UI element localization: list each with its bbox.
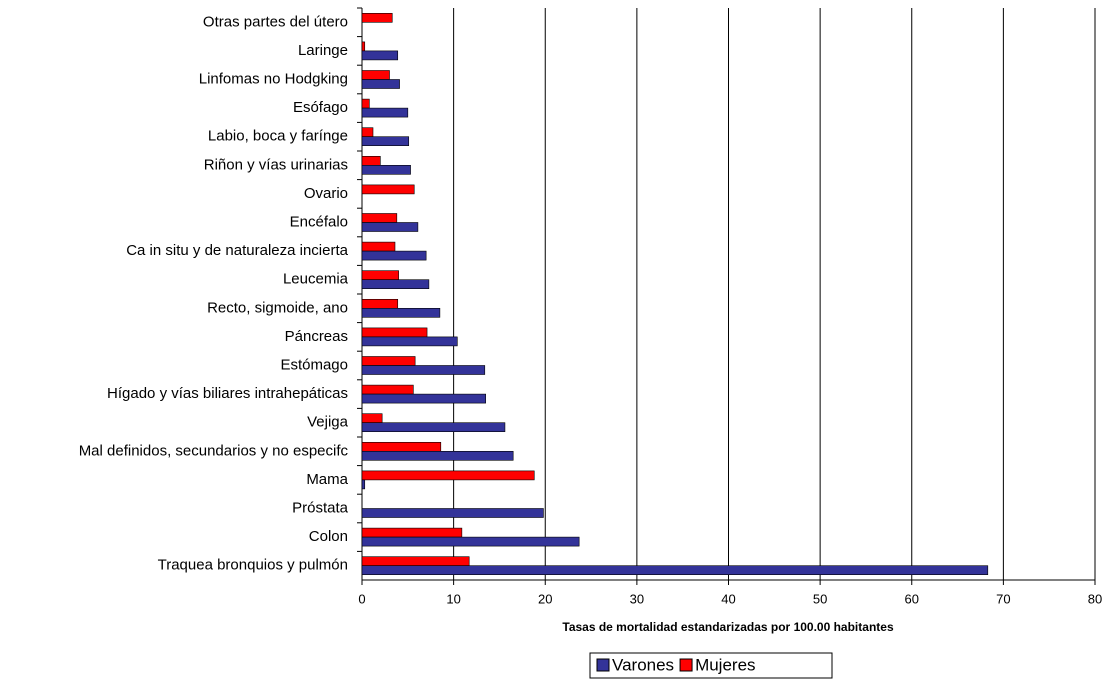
bar	[361, 508, 544, 518]
x-tick-label: 40	[721, 591, 735, 606]
bar	[361, 441, 442, 452]
bar	[361, 13, 393, 23]
x-axis-title: Tasas de mortalidad estandarizadas por 1…	[562, 620, 894, 634]
bar	[361, 41, 366, 52]
bar	[361, 107, 409, 118]
y-tick-label: Traquea bronquios y pulmón	[158, 557, 348, 574]
bar	[361, 470, 535, 481]
x-tick-label: 0	[358, 591, 365, 606]
bar	[361, 127, 374, 137]
y-tick-label: Colon	[309, 528, 348, 545]
bar	[361, 50, 399, 61]
y-tick-label: Próstata	[292, 499, 349, 516]
bar	[361, 307, 441, 318]
y-tick-label: Ca in situ y de naturaleza incierta	[126, 242, 348, 259]
x-tick-label: 50	[813, 591, 827, 606]
x-tick-label: 30	[630, 591, 644, 606]
legend-label: Varones	[612, 655, 674, 674]
y-tick-label: Mal definidos, secundarios y no especifc	[79, 442, 349, 459]
y-tick-label: Otras partes del útero	[203, 13, 348, 30]
bar	[361, 270, 399, 281]
bar	[361, 156, 381, 166]
x-tick-label: 20	[538, 591, 552, 606]
bar	[361, 279, 430, 290]
y-tick-label: Labio, boca y farínge	[208, 128, 348, 145]
y-tick-label: Linfomas no Hodgking	[199, 70, 348, 87]
bar	[361, 450, 514, 461]
legend	[589, 652, 833, 679]
bar	[361, 384, 414, 395]
bar	[361, 327, 428, 338]
bar	[361, 250, 427, 261]
bar	[361, 98, 370, 109]
y-tick-label: Laringe	[298, 42, 348, 59]
y-tick-label: Riñon y vías urinarias	[204, 156, 348, 173]
legend-swatch	[596, 658, 610, 672]
legend-swatch	[679, 658, 693, 672]
bar	[361, 184, 415, 195]
bar	[361, 365, 486, 375]
bar	[361, 213, 398, 223]
bar	[361, 298, 399, 309]
bar	[361, 70, 390, 80]
x-tick-label: 60	[905, 591, 919, 606]
y-tick-label: Leucemia	[283, 271, 349, 288]
y-tick-label: Hígado y vías biliares intrahepáticas	[107, 385, 348, 402]
bar	[361, 79, 400, 89]
y-tick-label: Ovario	[304, 185, 348, 202]
x-tick-label: 10	[446, 591, 460, 606]
y-tick-label: Mama	[306, 471, 348, 488]
bar	[361, 422, 506, 433]
bar	[361, 536, 580, 547]
bar	[361, 393, 486, 404]
bar	[361, 336, 458, 347]
bar	[361, 479, 366, 490]
bar	[361, 136, 410, 146]
bar	[361, 241, 396, 252]
bar	[361, 356, 416, 366]
legend-label: Mujeres	[695, 655, 755, 674]
bar	[361, 527, 463, 538]
bar	[361, 556, 470, 567]
bar	[361, 165, 411, 175]
bar	[361, 565, 989, 576]
x-tick-label: 80	[1088, 591, 1102, 606]
y-tick-label: Encéfalo	[290, 213, 348, 230]
x-tick-label: 70	[996, 591, 1010, 606]
y-tick-label: Vejiga	[307, 414, 349, 431]
y-tick-label: Recto, sigmoide, ano	[207, 299, 348, 316]
y-tick-label: Estómago	[280, 356, 348, 373]
bar	[361, 413, 383, 424]
bar	[361, 222, 419, 232]
y-tick-label: Páncreas	[285, 328, 348, 345]
y-tick-label: Esófago	[293, 99, 348, 116]
